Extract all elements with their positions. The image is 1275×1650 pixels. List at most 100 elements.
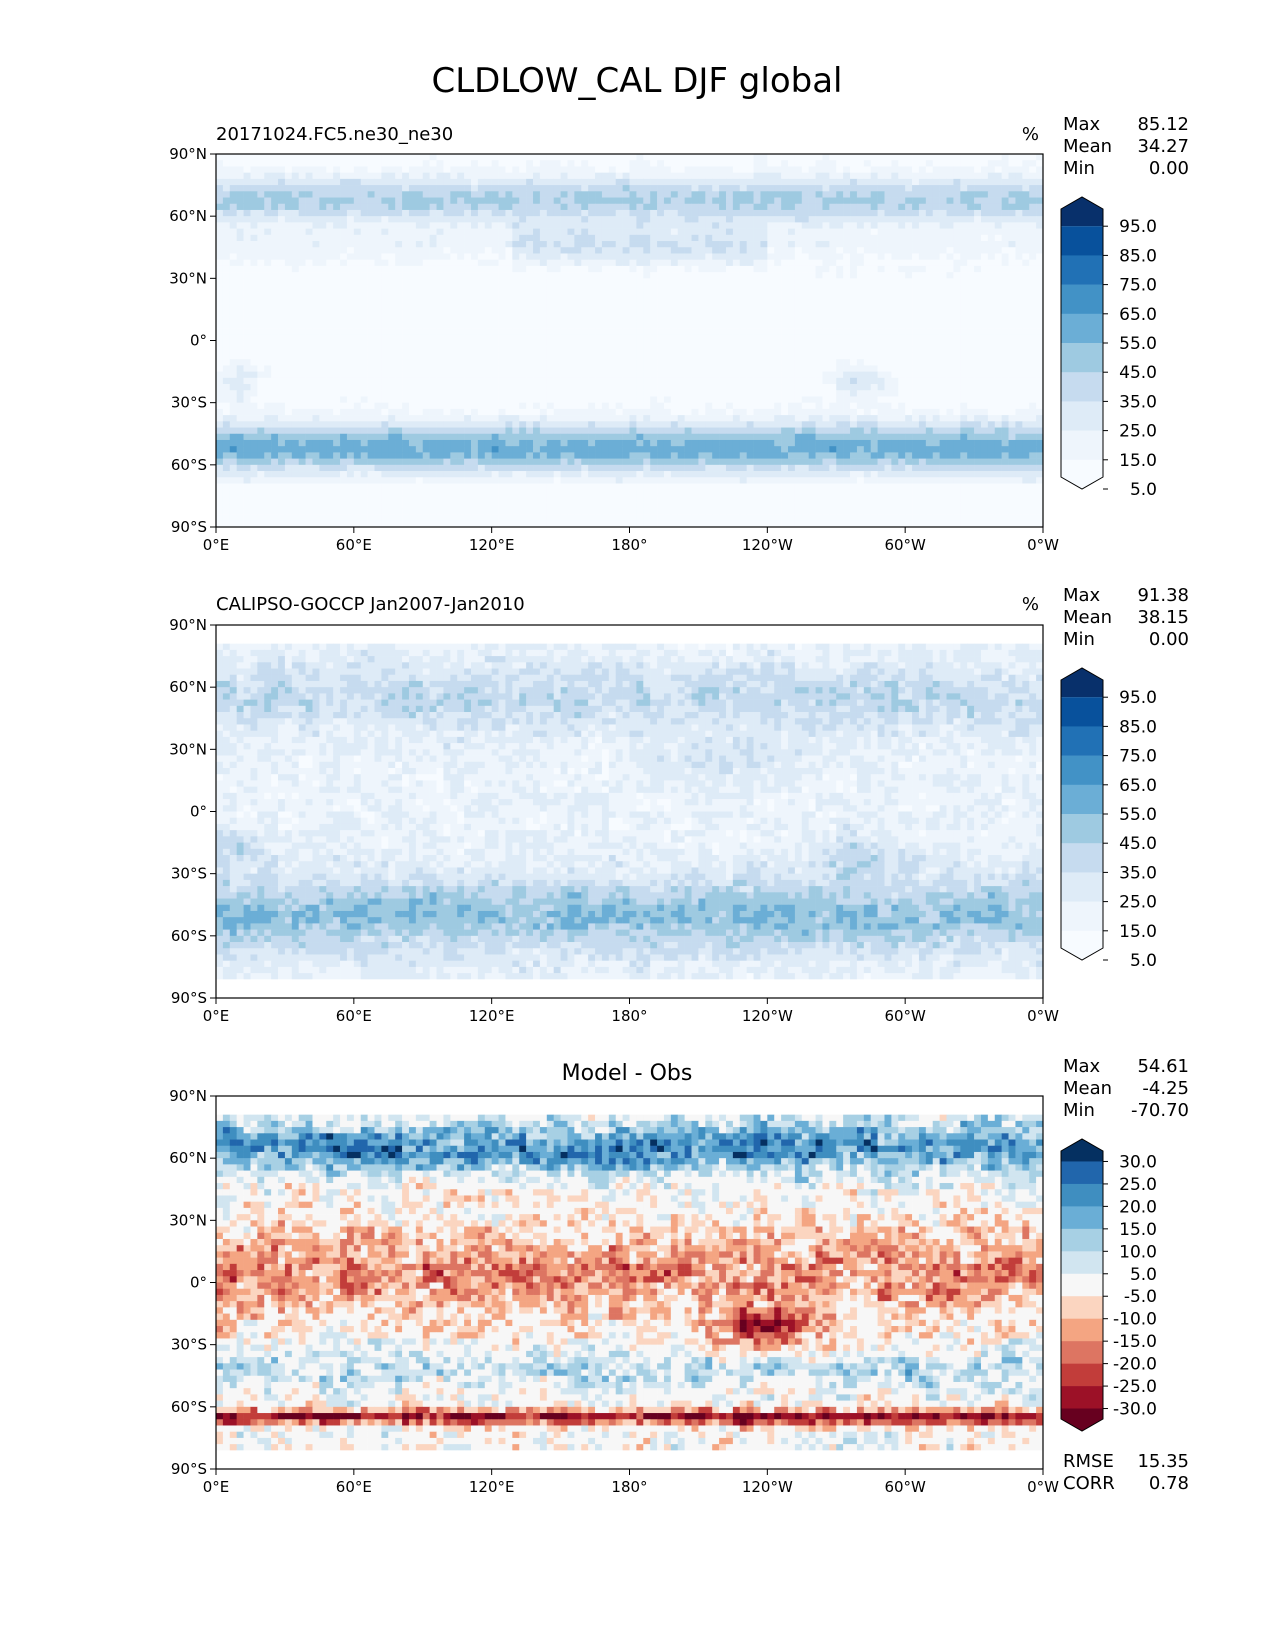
heatmap-cell: [346, 166, 355, 173]
heatmap-cell: [698, 346, 706, 354]
heatmap-cell: [271, 154, 279, 161]
heatmap-cell: [856, 390, 865, 397]
heatmap-cell: [243, 340, 251, 348]
heatmap-cell: [450, 377, 458, 385]
heatmap-cell: [980, 241, 989, 248]
heatmap-cell: [298, 390, 306, 397]
heatmap-cell: [374, 241, 382, 248]
heatmap-cell: [340, 178, 348, 186]
heatmap-cell: [595, 253, 603, 260]
heatmap-cell: [932, 166, 940, 173]
heatmap-cell: [581, 359, 589, 366]
heatmap-cell: [980, 247, 989, 254]
heatmap-cell: [774, 284, 782, 292]
heatmap-cell: [216, 222, 224, 229]
heatmap-cell: [588, 241, 596, 248]
heatmap-cell: [650, 402, 658, 410]
heatmap-cell: [980, 222, 989, 229]
heatmap-cell: [546, 203, 554, 211]
heatmap-cell: [877, 241, 885, 248]
heatmap-cell: [588, 178, 596, 186]
heatmap-cell: [905, 160, 913, 167]
heatmap-cell: [236, 253, 244, 260]
heatmap-cell: [422, 272, 430, 279]
heatmap-cell: [250, 259, 258, 267]
heatmap-cell: [829, 340, 837, 348]
heatmap-cell: [588, 321, 596, 329]
heatmap-cell: [974, 241, 982, 248]
heatmap-cell: [312, 321, 320, 329]
heatmap-cell: [608, 408, 617, 416]
heatmap-cell: [470, 178, 479, 186]
heatmap-cell: [229, 166, 237, 173]
heatmap-cell: [353, 228, 362, 236]
heatmap-cell: [684, 191, 692, 198]
heatmap-cell: [526, 384, 534, 391]
heatmap-cell: [691, 303, 699, 310]
heatmap-cell: [402, 408, 410, 416]
heatmap-cell: [1036, 352, 1044, 360]
heatmap-cell: [505, 321, 513, 329]
heatmap-cell: [560, 197, 568, 205]
heatmap-cell: [581, 309, 589, 316]
heatmap-cell: [815, 247, 823, 254]
heatmap-cell: [519, 328, 527, 335]
heatmap-cell: [360, 247, 368, 254]
heatmap-cell: [470, 408, 479, 416]
heatmap-cell: [512, 359, 520, 366]
heatmap-cell: [271, 216, 279, 223]
heatmap-cell: [464, 160, 472, 167]
heatmap-cell: [415, 303, 424, 310]
heatmap-cell: [1015, 265, 1023, 273]
heatmap-cell: [257, 346, 265, 354]
heatmap-cell: [360, 408, 368, 416]
heatmap-cell: [850, 278, 858, 285]
heatmap-cell: [815, 197, 823, 205]
heatmap-cell: [298, 321, 306, 329]
heatmap-cell: [967, 352, 975, 360]
heatmap-cell: [705, 340, 713, 348]
heatmap-cell: [856, 340, 865, 348]
heatmap-cell: [477, 365, 486, 372]
heatmap-cell: [326, 172, 334, 180]
heatmap-cell: [422, 154, 430, 161]
heatmap-cell: [519, 346, 527, 354]
heatmap-cell: [739, 166, 747, 173]
heatmap-cell: [912, 191, 920, 198]
heatmap-cell: [788, 154, 796, 161]
heatmap-cell: [415, 296, 424, 304]
heatmap-cell: [457, 234, 465, 242]
heatmap-cell: [450, 315, 458, 323]
heatmap-cell: [236, 247, 244, 254]
heatmap-cell: [408, 191, 417, 198]
heatmap-cell: [229, 234, 237, 242]
heatmap-cell: [663, 328, 672, 335]
heatmap-cell: [1015, 359, 1023, 366]
heatmap-cell: [429, 209, 437, 217]
heatmap-cell: [470, 216, 479, 223]
heatmap-cell: [650, 284, 658, 292]
heatmap-cell: [464, 222, 472, 229]
heatmap-cell: [374, 359, 382, 366]
heatmap-cell: [663, 185, 672, 192]
heatmap-cell: [753, 178, 761, 186]
heatmap-cell: [856, 166, 865, 173]
stat-label: Min: [1063, 158, 1095, 179]
heatmap-cell: [774, 328, 782, 335]
heatmap-cell: [519, 228, 527, 236]
heatmap-cell: [360, 334, 368, 341]
heatmap-cell: [388, 265, 396, 273]
heatmap-cell: [719, 315, 727, 323]
heatmap-cell: [774, 278, 782, 285]
heatmap-cell: [622, 408, 630, 416]
heatmap-cell: [284, 209, 293, 217]
heatmap-cell: [1029, 284, 1037, 292]
heatmap-cell: [443, 328, 451, 335]
heatmap-cell: [974, 166, 982, 173]
heatmap-cell: [732, 197, 741, 205]
heatmap-cell: [216, 371, 224, 379]
heatmap-cell: [1036, 154, 1044, 161]
heatmap-cell: [298, 340, 306, 348]
heatmap-cell: [284, 340, 293, 348]
heatmap-cell: [443, 321, 451, 329]
